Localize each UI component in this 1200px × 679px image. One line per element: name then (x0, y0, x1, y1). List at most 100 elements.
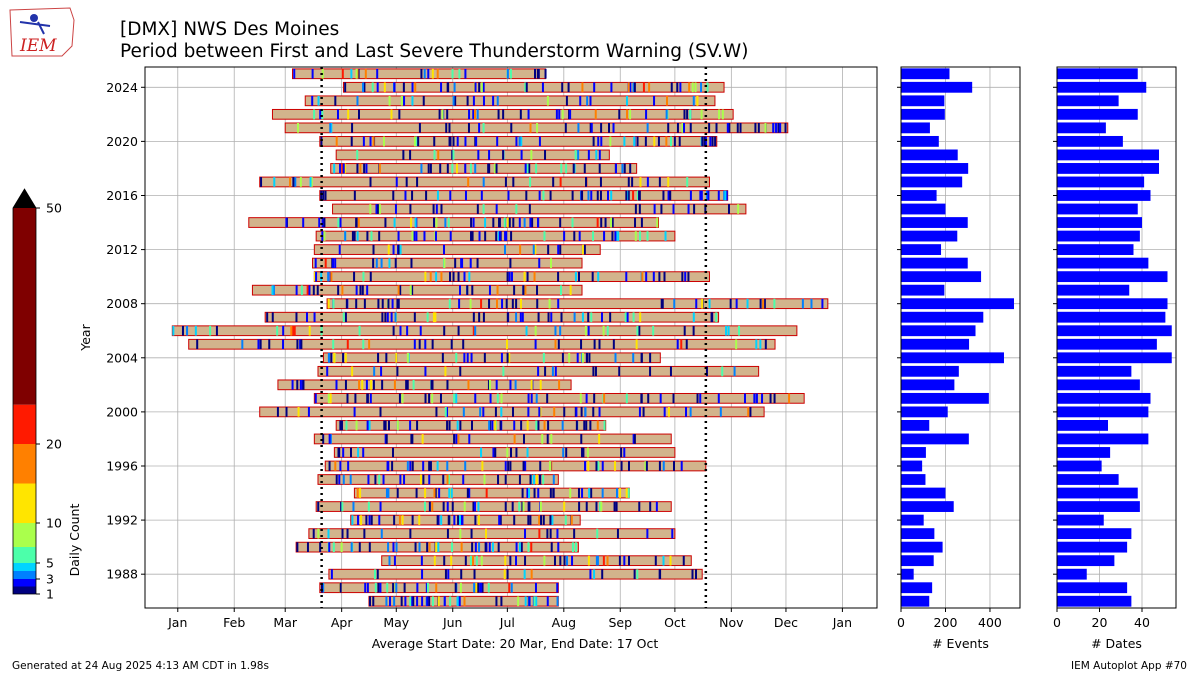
daily-count-mark (376, 68, 379, 79)
daily-count-mark (295, 312, 298, 323)
daily-count-mark (446, 474, 449, 485)
daily-count-mark (654, 555, 657, 566)
daily-count-mark (524, 555, 527, 566)
daily-count-mark (362, 339, 365, 350)
daily-count-mark (538, 515, 541, 525)
daily-count-mark (172, 325, 175, 336)
daily-count-mark (496, 95, 499, 106)
daily-count-mark (369, 177, 372, 187)
daily-count-mark (667, 190, 670, 201)
daily-count-mark (641, 271, 644, 282)
daily-count-mark (680, 461, 683, 471)
daily-count-mark (592, 407, 595, 417)
x-tick-label: Nov (719, 615, 744, 630)
daily-count-mark (459, 528, 462, 539)
daily-count-mark (627, 177, 630, 187)
daily-count-mark (377, 298, 380, 309)
daily-count-mark (455, 352, 458, 363)
daily-count-mark (544, 366, 547, 377)
daily-count-mark (343, 163, 346, 174)
daily-count-mark (435, 407, 438, 417)
daily-count-mark (647, 393, 650, 404)
daily-count-mark (485, 488, 488, 498)
daily-count-mark (391, 298, 394, 309)
daily-count-mark (521, 501, 524, 512)
daily-count-mark (377, 204, 380, 214)
bar (901, 122, 930, 134)
daily-count-mark (593, 339, 596, 350)
daily-count-mark (733, 366, 736, 377)
daily-count-mark (753, 393, 756, 404)
daily-count-mark (358, 379, 361, 390)
daily-count-mark (474, 325, 477, 336)
bar (1057, 379, 1140, 391)
daily-count-mark (598, 407, 601, 417)
daily-count-mark (535, 393, 538, 404)
daily-count-mark (482, 95, 485, 106)
daily-count-mark (357, 447, 360, 458)
daily-count-mark (596, 190, 599, 201)
daily-count-mark (365, 163, 368, 174)
daily-count-mark (761, 393, 764, 404)
daily-count-mark (372, 136, 375, 147)
y-tick-label: 2004 (106, 350, 138, 365)
daily-count-mark (433, 150, 436, 160)
daily-count-mark (431, 339, 434, 350)
daily-count-mark (685, 339, 688, 350)
daily-count-mark (364, 582, 367, 593)
daily-count-mark (706, 82, 709, 93)
daily-count-mark (724, 190, 727, 201)
daily-count-mark (509, 68, 512, 79)
daily-count-mark (673, 298, 676, 309)
daily-count-mark (453, 515, 456, 525)
daily-count-mark (520, 542, 523, 553)
x-tick-label: Aug (552, 615, 576, 630)
daily-count-mark (519, 312, 522, 323)
daily-count-mark (596, 555, 599, 566)
daily-count-mark (597, 136, 600, 147)
daily-count-mark (764, 339, 767, 350)
daily-count-mark (543, 231, 546, 241)
bar (1057, 528, 1132, 540)
daily-count-mark (366, 393, 369, 404)
daily-count-mark (600, 217, 603, 228)
daily-count-mark (534, 244, 537, 255)
daily-count-mark (581, 244, 584, 255)
daily-count-mark (488, 150, 491, 160)
daily-count-mark (606, 325, 609, 336)
daily-count-mark (692, 312, 695, 323)
daily-count-mark (530, 150, 533, 160)
daily-count-mark (530, 542, 533, 553)
daily-count-mark (494, 407, 497, 417)
daily-count-mark (327, 393, 330, 404)
daily-count-mark (500, 407, 503, 417)
daily-count-mark (511, 298, 514, 309)
x-tick-label: Jul (499, 615, 515, 630)
bar (901, 474, 926, 485)
period-bar (335, 420, 607, 431)
daily-count-mark (349, 447, 352, 458)
daily-count-mark (451, 501, 454, 512)
daily-count-mark (341, 528, 344, 539)
daily-count-mark (299, 177, 302, 187)
daily-count-mark (475, 582, 478, 593)
daily-count-mark (632, 352, 635, 363)
daily-count-mark (464, 190, 467, 201)
daily-count-mark (503, 217, 506, 228)
daily-count-mark (504, 501, 507, 512)
daily-count-mark (462, 407, 465, 417)
daily-count-mark (351, 366, 354, 377)
daily-count-mark (727, 325, 730, 336)
daily-count-mark (522, 461, 525, 471)
daily-count-mark (670, 82, 673, 93)
daily-count-mark (410, 217, 413, 228)
daily-count-mark (299, 379, 302, 390)
daily-count-mark (440, 271, 443, 282)
daily-count-mark (435, 204, 438, 214)
daily-count-mark (598, 339, 601, 350)
daily-count-mark (342, 352, 345, 363)
daily-count-mark (423, 231, 426, 241)
daily-count-mark (296, 542, 299, 553)
daily-count-mark (433, 555, 436, 566)
